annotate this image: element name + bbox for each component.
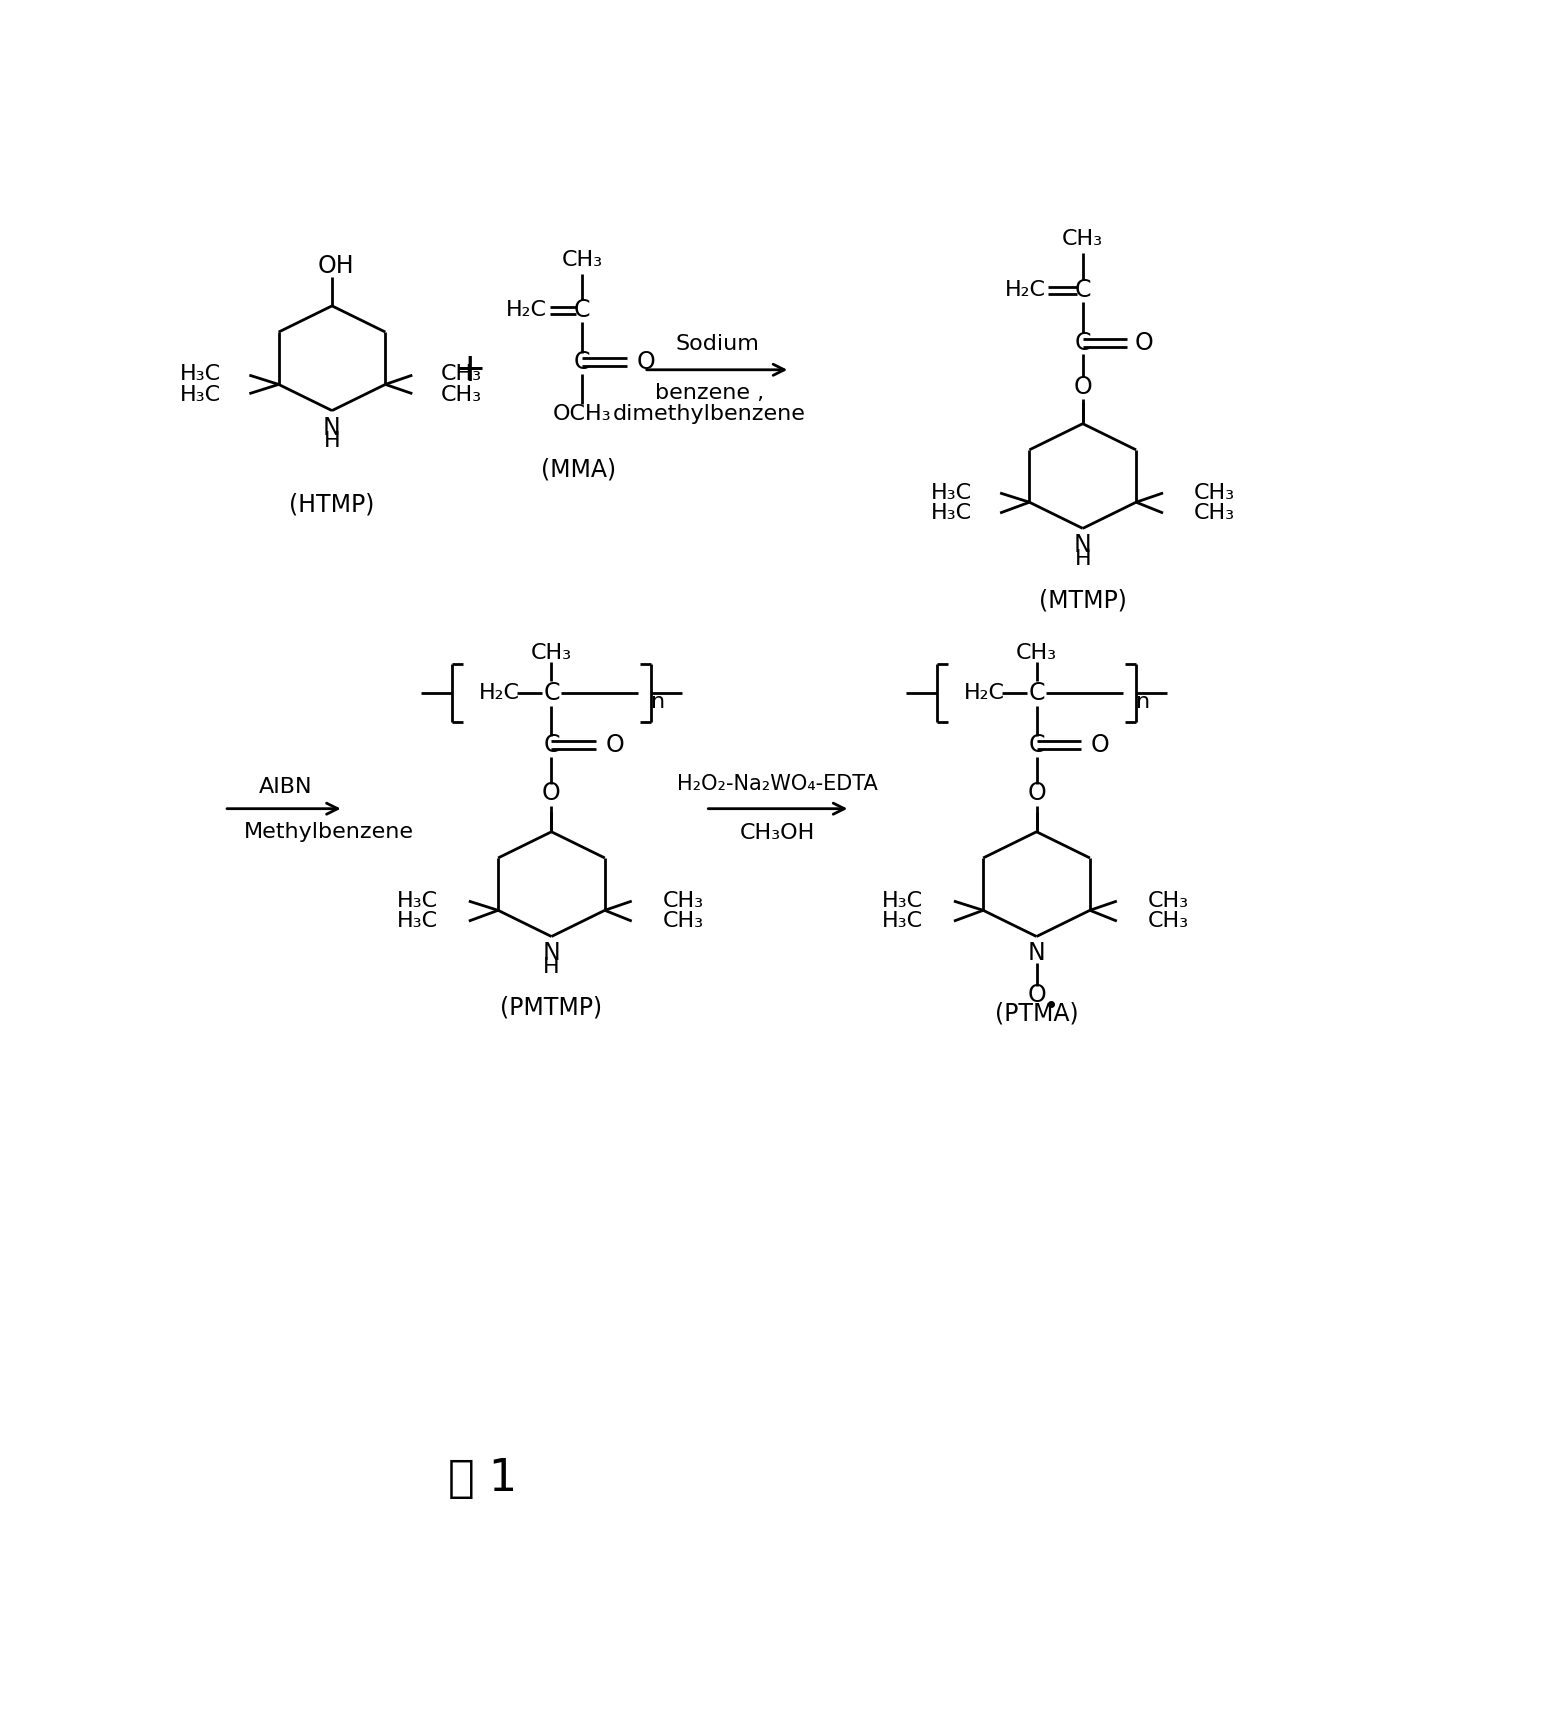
Text: H₃C: H₃C (398, 891, 438, 910)
Text: H₃C: H₃C (179, 364, 221, 383)
Text: H₃C: H₃C (930, 503, 972, 524)
Text: O: O (1027, 782, 1046, 805)
Text: C: C (1029, 681, 1044, 706)
Text: •: • (1043, 995, 1058, 1020)
Text: CH₃: CH₃ (441, 364, 483, 383)
Text: H₂C: H₂C (1004, 281, 1046, 300)
Text: CH₃: CH₃ (1016, 643, 1057, 662)
Text: OCH₃: OCH₃ (552, 404, 611, 425)
Text: H₂O₂-Na₂WO₄-EDTA: H₂O₂-Na₂WO₄-EDTA (678, 773, 879, 794)
Text: C: C (1029, 733, 1044, 756)
Text: H₂C: H₂C (506, 300, 548, 321)
Text: C: C (574, 298, 591, 323)
Text: H₂C: H₂C (478, 683, 520, 704)
Text: dimethylbenzene: dimethylbenzene (613, 404, 806, 425)
Text: CH₃: CH₃ (441, 385, 483, 406)
Text: (PTMA): (PTMA) (995, 1002, 1078, 1025)
Text: CH₃OH: CH₃OH (739, 824, 815, 843)
Text: CH₃: CH₃ (531, 643, 572, 662)
Text: H₃C: H₃C (398, 910, 438, 931)
Text: +: + (455, 350, 487, 388)
Text: C: C (543, 733, 560, 756)
Text: H: H (323, 432, 340, 451)
Text: C: C (543, 681, 560, 706)
Text: C: C (1075, 331, 1091, 355)
Text: O: O (1135, 331, 1154, 355)
Text: N: N (1027, 942, 1046, 966)
Text: O: O (636, 350, 654, 375)
Text: O: O (605, 733, 623, 756)
Text: CH₃: CH₃ (562, 250, 603, 271)
Text: AIBN: AIBN (258, 777, 312, 798)
Text: (PMTMP): (PMTMP) (500, 995, 602, 1020)
Text: N: N (543, 942, 560, 966)
Text: N: N (1074, 534, 1092, 557)
Text: C: C (1075, 279, 1091, 302)
Text: O: O (1074, 375, 1092, 399)
Text: H₂C: H₂C (964, 683, 1004, 704)
Text: benzene ,: benzene , (654, 383, 764, 402)
Text: OH: OH (317, 253, 354, 277)
Text: H₃C: H₃C (930, 484, 972, 503)
Text: CH₃: CH₃ (1194, 503, 1235, 524)
Text: O: O (1091, 733, 1109, 756)
Text: 图 1: 图 1 (447, 1457, 517, 1500)
Text: H: H (1075, 550, 1091, 569)
Text: n: n (1135, 692, 1149, 713)
Text: (MMA): (MMA) (541, 458, 616, 482)
Text: C: C (574, 350, 591, 375)
Text: H₃C: H₃C (882, 891, 924, 910)
Text: CH₃: CH₃ (1148, 910, 1188, 931)
Text: O: O (1027, 983, 1046, 1007)
Text: O: O (541, 782, 562, 805)
Text: CH₃: CH₃ (1148, 891, 1188, 910)
Text: CH₃: CH₃ (662, 891, 704, 910)
Text: CH₃: CH₃ (662, 910, 704, 931)
Text: H: H (543, 957, 560, 978)
Text: (MTMP): (MTMP) (1038, 590, 1126, 612)
Text: (HTMP): (HTMP) (289, 492, 374, 517)
Text: Sodium: Sodium (674, 333, 760, 354)
Text: N: N (323, 416, 340, 439)
Text: Methylbenzene: Methylbenzene (243, 822, 413, 841)
Text: H₃C: H₃C (882, 910, 924, 931)
Text: n: n (651, 692, 665, 713)
Text: H₃C: H₃C (179, 385, 221, 406)
Text: CH₃: CH₃ (1063, 229, 1103, 250)
Text: CH₃: CH₃ (1194, 484, 1235, 503)
